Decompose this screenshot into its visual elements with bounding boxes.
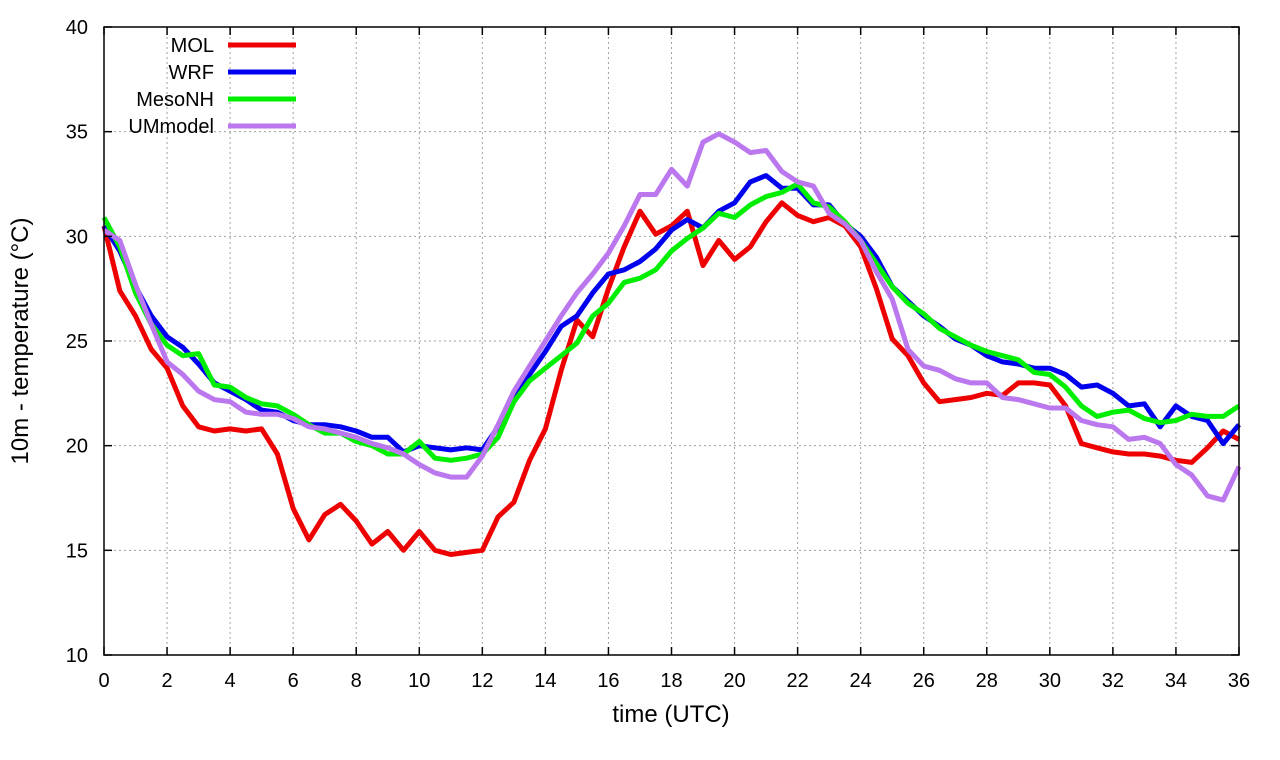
x-tick-label: 30 [1039,670,1061,692]
x-tick-label: 24 [850,670,872,692]
y-tick-label: 30 [66,226,88,248]
y-tick-label: 15 [66,540,88,562]
x-tick-label: 18 [660,670,682,692]
series-line-mol [101,200,1241,557]
grid [104,27,1239,655]
y-tick-label: 40 [66,17,88,39]
y-tick-label: 20 [66,436,88,458]
x-tick-label: 2 [161,670,172,692]
series-line-ummodel [102,131,1242,503]
x-tick-label: 28 [976,670,998,692]
x-tick-label: 36 [1228,670,1250,692]
x-tick-label: 12 [471,670,493,692]
x-axis-title: time (UTC) [612,701,729,728]
x-tick-label: 26 [913,670,935,692]
legend-label-wrf: WRF [168,62,214,84]
x-tick-label: 14 [534,670,556,692]
ticks: 0 2 4 6 8 10 12 14 16 18 20 22 24 26 28 30 32 34 361015202… [66,17,1250,692]
x-tick-label: 20 [723,670,745,692]
legend-label-ummodel: UMmodel [128,116,214,138]
legend-label-mol: MOL [171,35,214,57]
x-tick-label: 4 [225,670,236,692]
y-tick-label: 10 [66,645,88,667]
x-tick-label: 10 [408,670,430,692]
x-tick-label: 34 [1165,670,1187,692]
legend: MOL WRF MesoNH UMmodel [128,35,296,138]
series-lines [101,131,1242,557]
x-tick-label: 8 [351,670,362,692]
y-axis-title: 10m - temperature (°C) [7,218,34,465]
x-tick-label: 32 [1102,670,1124,692]
y-tick-label: 25 [66,331,88,353]
y-tick-label: 35 [66,122,88,144]
legend-label-mesonh: MesoNH [136,89,214,111]
x-tick-label: 0 [98,670,109,692]
x-tick-label: 16 [597,670,619,692]
x-tick-label: 22 [786,670,808,692]
series-line-mesonh [101,181,1241,463]
x-tick-label: 6 [288,670,299,692]
